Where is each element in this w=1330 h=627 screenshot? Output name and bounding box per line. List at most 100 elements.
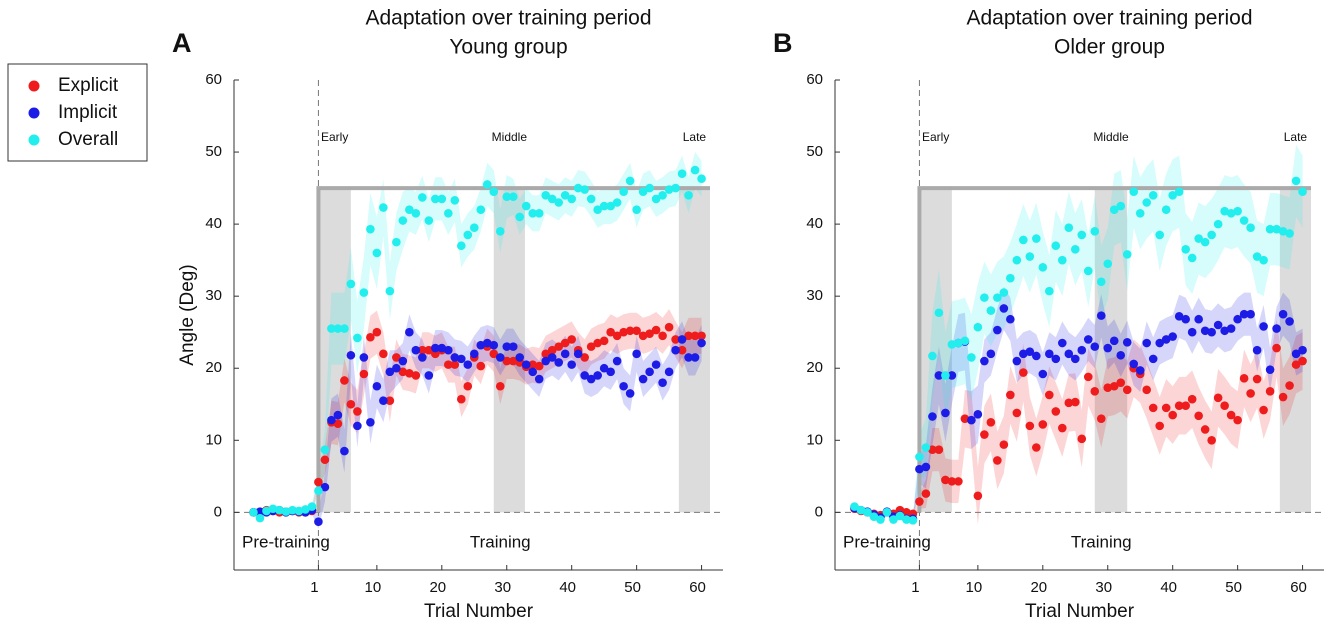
data-point — [340, 324, 349, 333]
data-point — [1045, 349, 1054, 359]
data-point — [541, 190, 551, 200]
data-point — [638, 187, 648, 196]
data-point — [632, 326, 641, 336]
data-point — [1155, 230, 1165, 240]
data-point — [1233, 415, 1242, 425]
data-point — [1285, 317, 1294, 326]
data-point — [941, 371, 950, 380]
data-point — [1077, 230, 1087, 240]
data-point — [1090, 386, 1100, 396]
data-point — [619, 187, 628, 196]
y-tick-label: 30 — [205, 287, 222, 304]
phase-annotation: Training — [470, 532, 531, 551]
x-tick-label: 10 — [365, 579, 382, 596]
data-point — [567, 335, 576, 344]
data-point — [921, 443, 931, 452]
data-point — [1051, 354, 1061, 364]
data-point — [541, 356, 551, 366]
data-point — [1109, 381, 1119, 391]
data-point — [586, 194, 596, 204]
data-point — [638, 374, 648, 384]
data-point — [1200, 326, 1210, 336]
data-point — [651, 360, 661, 369]
data-point — [856, 505, 866, 515]
data-point — [411, 371, 421, 380]
data-point — [619, 381, 628, 391]
data-point — [379, 349, 388, 359]
data-point — [1181, 314, 1190, 324]
y-tick-label: 60 — [806, 71, 823, 88]
data-point — [658, 331, 667, 341]
data-point — [1116, 201, 1126, 211]
data-point — [1012, 408, 1022, 418]
data-point — [1064, 223, 1074, 233]
data-point — [921, 462, 931, 472]
data-point — [255, 513, 265, 523]
data-point — [671, 335, 680, 344]
data-point — [327, 415, 336, 425]
data-point — [1012, 255, 1022, 265]
data-point — [521, 201, 531, 211]
data-point — [366, 332, 375, 342]
data-point — [934, 371, 944, 380]
x-tick-label: 40 — [559, 579, 576, 596]
data-point — [1103, 343, 1113, 353]
data-point — [469, 223, 479, 233]
data-point — [690, 165, 700, 175]
data-point — [1285, 381, 1294, 390]
data-point — [502, 356, 512, 366]
data-point — [508, 342, 518, 351]
data-point — [1155, 421, 1165, 431]
data-point — [398, 216, 408, 225]
data-point — [1168, 410, 1177, 420]
data-point — [928, 351, 937, 361]
data-point — [255, 507, 265, 516]
data-point — [1200, 237, 1210, 247]
data-point — [1051, 241, 1061, 251]
legend-label: Overall — [58, 129, 118, 150]
y-tick-label: 40 — [806, 215, 823, 232]
data-point — [444, 209, 453, 218]
data-point — [450, 196, 460, 205]
data-point — [651, 325, 661, 335]
legend-marker — [28, 80, 40, 92]
data-point — [697, 331, 706, 341]
x-tick-label: 40 — [1160, 579, 1177, 596]
data-point — [463, 230, 473, 240]
data-point — [960, 414, 970, 423]
data-point — [1239, 309, 1249, 319]
data-point — [612, 198, 622, 207]
data-point — [902, 515, 911, 524]
data-point — [1265, 365, 1275, 374]
data-point — [450, 353, 460, 362]
data-point — [560, 190, 570, 200]
data-point — [573, 183, 583, 193]
legend-label: Implicit — [58, 102, 118, 123]
phase-label: Early — [321, 130, 348, 144]
data-point — [340, 376, 349, 385]
data-point — [947, 371, 957, 380]
data-point — [980, 293, 989, 302]
data-point — [947, 340, 957, 349]
data-point — [392, 363, 401, 373]
data-point — [573, 349, 583, 359]
data-point — [658, 378, 667, 387]
data-point — [541, 349, 551, 359]
phase-region — [493, 188, 525, 513]
data-point — [398, 356, 408, 366]
data-point — [1285, 229, 1294, 238]
data-point — [1129, 359, 1139, 369]
data-point — [534, 361, 544, 371]
data-point — [1070, 245, 1080, 254]
data-point — [580, 185, 589, 194]
data-point — [359, 353, 369, 362]
data-point — [1181, 401, 1190, 411]
chart-subtitle: Older group — [1054, 36, 1165, 59]
data-point — [690, 331, 700, 341]
data-point — [1161, 335, 1171, 344]
data-point — [606, 201, 615, 211]
data-point — [1259, 255, 1268, 265]
data-point — [1025, 252, 1035, 261]
chart-subtitle: Young group — [449, 36, 567, 59]
